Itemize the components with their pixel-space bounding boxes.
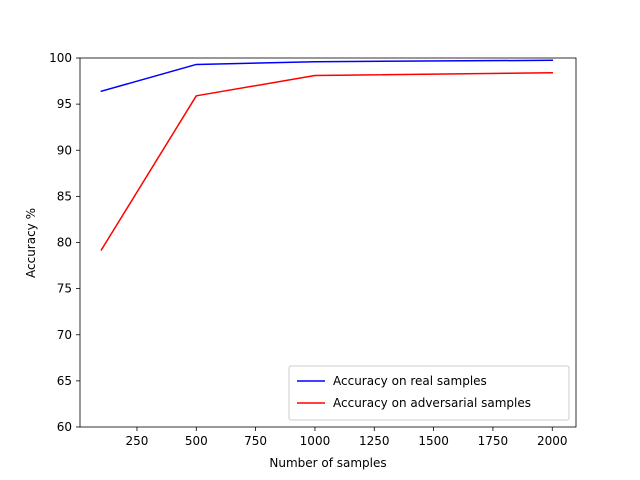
x-tick-label: 250	[126, 434, 149, 448]
axis-ticks: 250 500 750 1000 1250 1500 1750 2000 60 65 70 75 80 8…	[49, 51, 567, 448]
y-tick-label: 85	[57, 189, 72, 203]
x-tick-label: 1250	[359, 434, 390, 448]
legend-label: Accuracy on adversarial samples	[333, 396, 531, 410]
x-tick-label: 1000	[300, 434, 331, 448]
x-tick-label: 2000	[537, 434, 568, 448]
y-tick-label: 75	[57, 282, 72, 296]
y-axis-label: Accuracy %	[24, 208, 38, 278]
series-lines	[100, 59, 554, 251]
y-tick-label: 95	[57, 97, 72, 111]
legend-box	[288, 365, 570, 421]
y-tick-label: 70	[57, 328, 72, 342]
x-axis-label: Number of samples	[269, 456, 386, 470]
series-line-2	[100, 72, 554, 251]
y-tick-label: 80	[57, 236, 72, 250]
x-tick-label: 750	[244, 434, 267, 448]
y-tick-label: 60	[57, 420, 72, 434]
y-tick-label: 100	[49, 51, 72, 65]
series-line-1	[100, 59, 554, 93]
x-tick-label: 500	[185, 434, 208, 448]
x-tick-label: 1750	[478, 434, 509, 448]
legend: Accuracy on real samples Accuracy on adve…	[288, 365, 570, 421]
x-tick-label: 1500	[418, 434, 449, 448]
legend-label: Accuracy on real samples	[333, 374, 487, 388]
y-tick-label: 65	[57, 374, 72, 388]
y-tick-label: 90	[57, 143, 72, 157]
